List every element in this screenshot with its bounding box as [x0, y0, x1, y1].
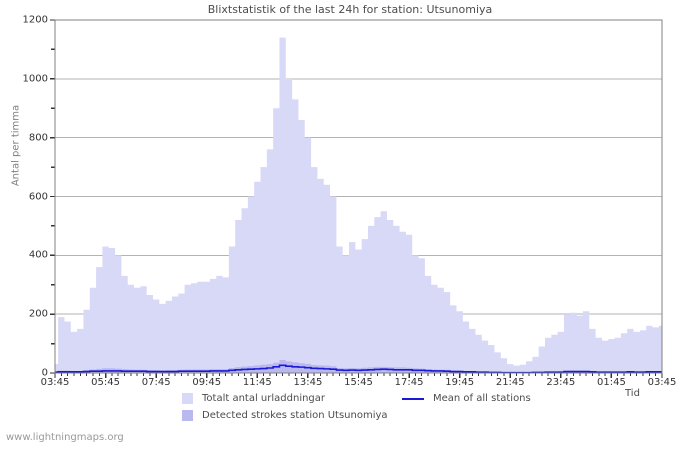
legend-label-total: Totalt antal urladdningar: [202, 393, 326, 404]
legend-item-total: Totalt antal urladdningar: [182, 393, 325, 404]
legend-label-station: Detected strokes station Utsunomiya: [202, 410, 388, 421]
x-tick-7: 17:45: [394, 377, 424, 388]
chart-title: Blixtstatistik of the last 24h for stati…: [207, 3, 493, 16]
area-total-discharges: [55, 37, 662, 374]
x-axis-label: Tid: [625, 388, 640, 399]
footer-url: www.lightningmaps.org: [6, 432, 124, 443]
y-tick-400: 400: [28, 249, 48, 261]
y-tick-800: 800: [28, 132, 48, 144]
x-tick-9: 21:45: [495, 377, 525, 388]
plot-frame: [54, 19, 663, 374]
x-tick-1: 05:45: [91, 377, 120, 388]
legend-swatch-station: [182, 410, 193, 421]
y-tick-600: 600: [28, 191, 48, 202]
y-axis-tick-labels: 0 200 400 600 800 1000 1200: [0, 0, 48, 450]
legend-item-station: Detected strokes station Utsunomiya: [182, 410, 388, 421]
legend-label-mean: Mean of all stations: [433, 393, 531, 404]
area-detected-strokes: [55, 360, 662, 373]
x-tick-5: 13:45: [293, 377, 323, 388]
legend-line-mean: [402, 397, 424, 400]
legend-swatch-total: [182, 393, 193, 404]
x-tick-11: 01:45: [596, 377, 626, 388]
y-tick-200: 200: [28, 308, 48, 320]
x-tick-6: 15:45: [344, 377, 373, 388]
x-tick-3: 09:45: [192, 377, 222, 388]
legend-item-mean: Mean of all stations: [402, 393, 531, 404]
line-mean-all-stations: [55, 364, 662, 374]
y-tick-1000: 1000: [22, 73, 48, 85]
x-tick-8: 19:45: [445, 377, 475, 388]
x-tick-2: 07:45: [141, 377, 171, 388]
y-tick-1200: 1200: [22, 14, 48, 26]
chart-legend: Totalt antal urladdningar Detected strok…: [0, 392, 700, 426]
y-tick-0: 0: [41, 367, 48, 379]
x-tick-4: 11:45: [242, 377, 272, 388]
x-tick-0: 03:45: [40, 377, 70, 388]
x-tick-10: 23:45: [546, 377, 576, 388]
x-tick-12: 03:45: [647, 377, 677, 388]
